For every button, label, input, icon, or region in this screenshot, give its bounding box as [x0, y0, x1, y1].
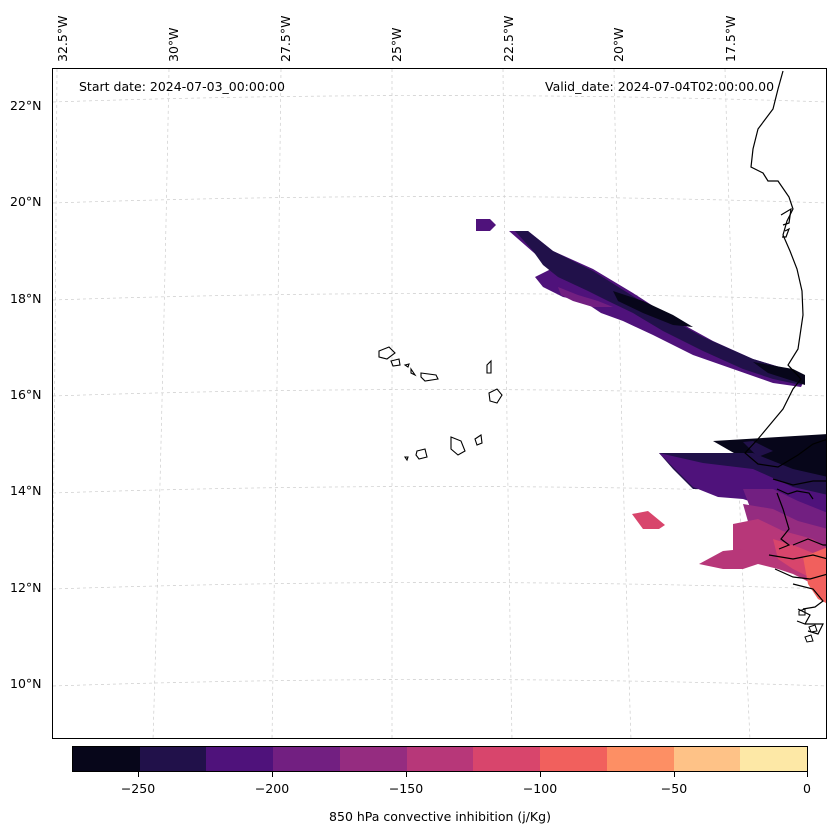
- colorbar-segment: [339, 747, 407, 771]
- colorbar-segment: [473, 747, 541, 771]
- colorbar-segment: [73, 747, 140, 771]
- lat-label-16n: 16°N: [10, 387, 42, 402]
- colorbar-label-neg50: −50: [660, 781, 688, 796]
- cin-plume-north: [476, 219, 805, 387]
- lat-label-10n: 10°N: [10, 676, 42, 691]
- colorbar-label-neg150: −150: [388, 781, 424, 796]
- colorbar-segment: [273, 747, 340, 771]
- lat-label-18n: 18°N: [10, 291, 42, 306]
- colorbar-segment: [206, 747, 274, 771]
- colorbar-segment: [740, 747, 808, 771]
- map-panel: [52, 68, 827, 739]
- bijagos-islands: [798, 608, 818, 643]
- colorbar: [72, 746, 808, 772]
- valid-date-label: Valid_date: 2024-07-04T02:00:00.00: [545, 79, 775, 94]
- colorbar-tick: [272, 772, 273, 777]
- graticule: [53, 69, 826, 738]
- colorbar-tick: [807, 772, 808, 777]
- lon-label-32.5w: 32.5°W: [55, 15, 70, 62]
- colorbar-segment: [139, 747, 207, 771]
- lat-label-12n: 12°N: [10, 580, 42, 595]
- colorbar-segment: [406, 747, 474, 771]
- colorbar-tick: [406, 772, 407, 777]
- lon-label-20w: 20°W: [611, 27, 626, 62]
- lat-label-14n: 14°N: [10, 483, 42, 498]
- lat-label-20n: 20°N: [10, 194, 42, 209]
- start-date-label: Start date: 2024-07-03_00:00:00: [79, 79, 285, 94]
- lon-label-25w: 25°W: [389, 27, 404, 62]
- lon-label-22.5w: 22.5°W: [501, 15, 516, 62]
- cape-verde-islands: [378, 346, 503, 462]
- map-canvas: [53, 69, 826, 738]
- colorbar-label-0: 0: [803, 781, 811, 796]
- colorbar-tick: [138, 772, 139, 777]
- colorbar-title: 850 hPa convective inhibition (j/Kg): [329, 809, 551, 824]
- colorbar-segment: [606, 747, 674, 771]
- lon-label-27.5w: 27.5°W: [278, 15, 293, 62]
- colorbar-label-neg200: −200: [254, 781, 290, 796]
- colorbar-label-neg250: −250: [120, 781, 156, 796]
- colorbar-label-neg100: −100: [522, 781, 558, 796]
- lon-label-30w: 30°W: [166, 27, 181, 62]
- coastline: [744, 70, 826, 635]
- lat-label-22n: 22°N: [10, 98, 42, 113]
- lon-label-17.5w: 17.5°W: [723, 15, 738, 62]
- colorbar-tick: [674, 772, 675, 777]
- colorbar-tick: [540, 772, 541, 777]
- cin-region-south: [632, 434, 826, 603]
- colorbar-segment: [673, 747, 741, 771]
- colorbar-segment: [540, 747, 607, 771]
